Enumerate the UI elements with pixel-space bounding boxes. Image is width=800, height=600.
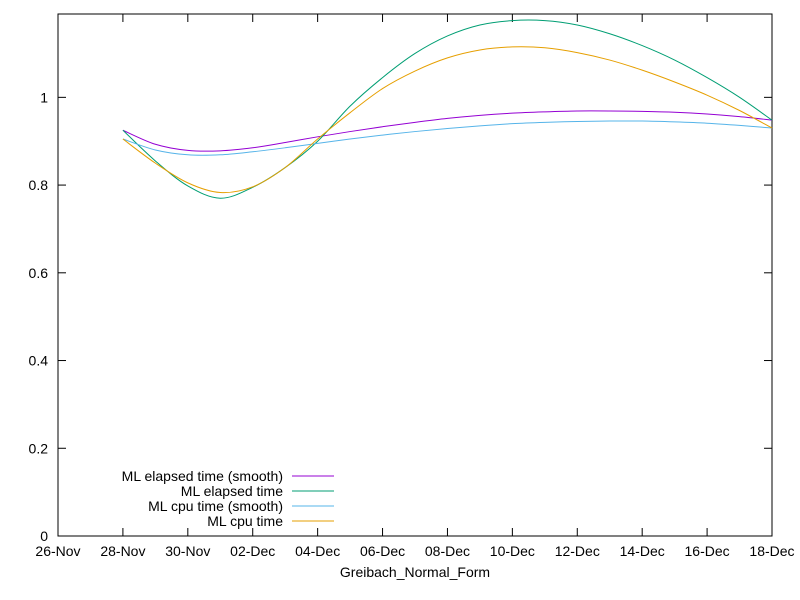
x-axis-label: Greibach_Normal_Form xyxy=(340,564,490,580)
x-tick-label: 02-Dec xyxy=(230,543,275,559)
legend-label: ML elapsed time (smooth) xyxy=(122,468,283,484)
y-tick-label: 0.4 xyxy=(29,353,49,369)
y-tick-label: 0.6 xyxy=(29,265,49,281)
x-tick-label: 12-Dec xyxy=(555,543,600,559)
legend-label: ML cpu time (smooth) xyxy=(148,498,283,514)
series-line-ml-elapsed-time xyxy=(122,19,773,199)
x-tick-label: 14-Dec xyxy=(620,543,665,559)
y-tick-label: 1 xyxy=(40,89,48,105)
x-axis-ticks: 26-Nov 28-Nov 30-Nov 02-Dec 04-Dec 06-Dec 08-D… xyxy=(35,14,795,559)
legend-label: ML elapsed time xyxy=(181,483,283,499)
y-axis-ticks: 0 0.2 0.4 0.6 0.8 1 xyxy=(29,89,772,544)
series-line-ml-cpu-time xyxy=(122,46,773,194)
series-lines xyxy=(122,19,773,199)
legend-label: ML cpu time xyxy=(207,513,283,529)
x-tick-label: 10-Dec xyxy=(490,543,535,559)
x-tick-label: 04-Dec xyxy=(295,543,340,559)
y-tick-label: 0.2 xyxy=(29,440,49,456)
series-line-ml-cpu-time-smooth xyxy=(122,120,773,156)
legend: ML elapsed time (smooth)ML elapsed timeM… xyxy=(122,468,334,529)
x-tick-label: 06-Dec xyxy=(360,543,405,559)
series-line-ml-elapsed-time-smooth xyxy=(122,110,773,152)
x-tick-label: 28-Nov xyxy=(100,543,145,559)
plot-frame xyxy=(57,13,773,537)
y-tick-label: 0.8 xyxy=(29,177,49,193)
x-tick-label: 16-Dec xyxy=(685,543,730,559)
x-tick-label: 30-Nov xyxy=(165,543,210,559)
x-tick-label: 08-Dec xyxy=(425,543,470,559)
x-tick-label: 26-Nov xyxy=(35,543,80,559)
y-tick-label: 0 xyxy=(40,528,48,544)
x-tick-label: 18-Dec xyxy=(749,543,794,559)
